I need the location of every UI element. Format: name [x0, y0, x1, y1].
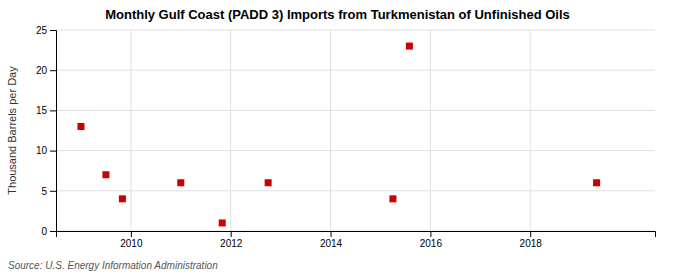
x-tick-mark	[331, 231, 332, 237]
point	[102, 171, 109, 178]
y-tick-mark	[50, 110, 56, 111]
plot: 2010 2012 2014 2016 2018 0 5 10 15 20 25	[36, 25, 656, 249]
y-tick: 10	[36, 145, 56, 156]
y-tick-label: 0	[41, 226, 47, 237]
y-grid-line	[56, 150, 655, 151]
title: Monthly Gulf Coast (PADD 3) Imports from…	[105, 7, 570, 22]
x-grid-line	[530, 30, 531, 231]
x-tick-mark	[530, 231, 531, 237]
source: Source: U.S. Energy Information Administ…	[8, 260, 218, 271]
y-tick-label: 20	[36, 65, 48, 76]
point	[593, 179, 600, 186]
y-axis-line	[50, 31, 57, 232]
x-tick: 2016	[420, 231, 443, 249]
y-tick: 0	[41, 226, 56, 237]
y-axis: 0 5 10 15 20 25	[36, 25, 57, 237]
y-tick: 25	[36, 25, 56, 36]
y-tick-mark	[50, 231, 56, 232]
y-tick-label: 5	[41, 186, 47, 197]
y-tick-mark	[50, 30, 56, 31]
x-tick: 2018	[520, 231, 543, 249]
y-tick-label: 15	[36, 105, 48, 116]
x-tick-mark	[430, 231, 431, 237]
x-grid-line	[230, 30, 231, 231]
grid	[56, 30, 655, 231]
point	[219, 219, 226, 226]
x-tick-label: 2014	[320, 238, 343, 249]
y-tick: 15	[36, 105, 56, 116]
x-tick-label: 2010	[120, 238, 143, 249]
x-tick: 2014	[320, 231, 343, 249]
x-tick: 2010	[120, 231, 143, 249]
point	[389, 195, 396, 202]
x-grid-line	[330, 30, 331, 231]
y-grid-line	[56, 70, 655, 71]
point	[265, 179, 272, 186]
x-grid-line	[430, 30, 431, 231]
x-tick-mark	[231, 231, 232, 237]
y-grid-line	[56, 190, 655, 191]
x-grid-line	[130, 30, 131, 231]
points	[77, 43, 600, 227]
x-axis: 2010 2012 2014 2016 2018	[57, 231, 656, 249]
y-tick-mark	[50, 70, 56, 71]
y-grid-line	[56, 30, 655, 31]
y-tick-label: 25	[36, 25, 48, 36]
y-axis-title: Thousand Barrels per Day	[6, 66, 18, 195]
x-axis-line	[57, 232, 656, 238]
point	[406, 43, 413, 50]
x-tick-label: 2018	[520, 238, 543, 249]
y-grid-line	[56, 110, 655, 111]
x-tick-label: 2016	[420, 238, 443, 249]
y-tick-mark	[50, 191, 56, 192]
y-tick-mark	[50, 151, 56, 152]
point	[119, 195, 126, 202]
x-tick-label: 2012	[220, 238, 243, 249]
y-tick-label: 10	[36, 145, 48, 156]
point	[177, 179, 184, 186]
x-tick-mark	[131, 231, 132, 237]
x-tick: 2012	[220, 231, 243, 249]
y-tick: 20	[36, 65, 56, 76]
y-tick: 5	[41, 186, 56, 197]
point	[77, 123, 84, 130]
chart: 2010 2012 2014 2016 2018 0 5 10 15 20 25 Monthly Gu…	[0, 0, 675, 275]
